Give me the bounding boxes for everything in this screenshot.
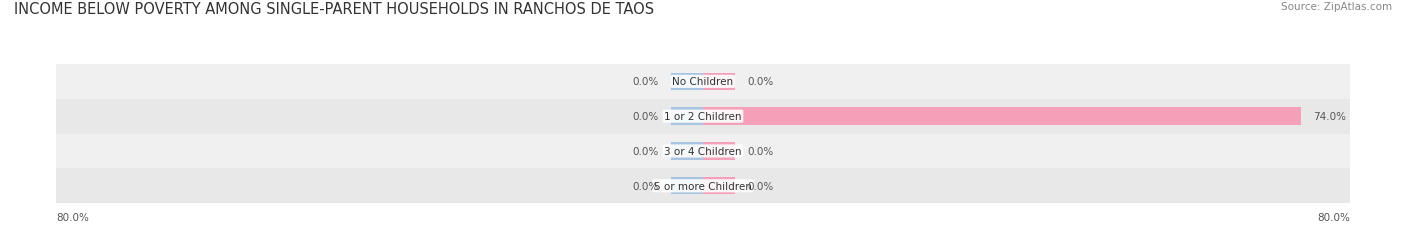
Text: 5 or more Children: 5 or more Children xyxy=(654,181,752,191)
Bar xyxy=(671,73,703,91)
Bar xyxy=(671,177,703,195)
Bar xyxy=(703,73,735,91)
Bar xyxy=(56,169,1350,203)
Bar xyxy=(56,65,1350,99)
Bar xyxy=(703,177,735,195)
Bar xyxy=(671,143,703,160)
Text: Source: ZipAtlas.com: Source: ZipAtlas.com xyxy=(1281,2,1392,12)
Text: No Children: No Children xyxy=(672,77,734,87)
Text: 74.0%: 74.0% xyxy=(1313,112,1347,122)
Text: 0.0%: 0.0% xyxy=(633,146,658,156)
Text: 0.0%: 0.0% xyxy=(633,181,658,191)
Text: 0.0%: 0.0% xyxy=(748,146,773,156)
Text: 80.0%: 80.0% xyxy=(56,213,89,222)
Text: 3 or 4 Children: 3 or 4 Children xyxy=(664,146,742,156)
Text: 0.0%: 0.0% xyxy=(633,77,658,87)
Bar xyxy=(703,108,1302,125)
Bar xyxy=(703,143,735,160)
Text: 0.0%: 0.0% xyxy=(748,77,773,87)
Text: INCOME BELOW POVERTY AMONG SINGLE-PARENT HOUSEHOLDS IN RANCHOS DE TAOS: INCOME BELOW POVERTY AMONG SINGLE-PARENT… xyxy=(14,2,654,17)
Text: 80.0%: 80.0% xyxy=(1317,213,1350,222)
Bar xyxy=(56,99,1350,134)
Text: 1 or 2 Children: 1 or 2 Children xyxy=(664,112,742,122)
Bar xyxy=(56,134,1350,169)
Text: 0.0%: 0.0% xyxy=(748,181,773,191)
Text: 0.0%: 0.0% xyxy=(633,112,658,122)
Bar xyxy=(671,108,703,125)
